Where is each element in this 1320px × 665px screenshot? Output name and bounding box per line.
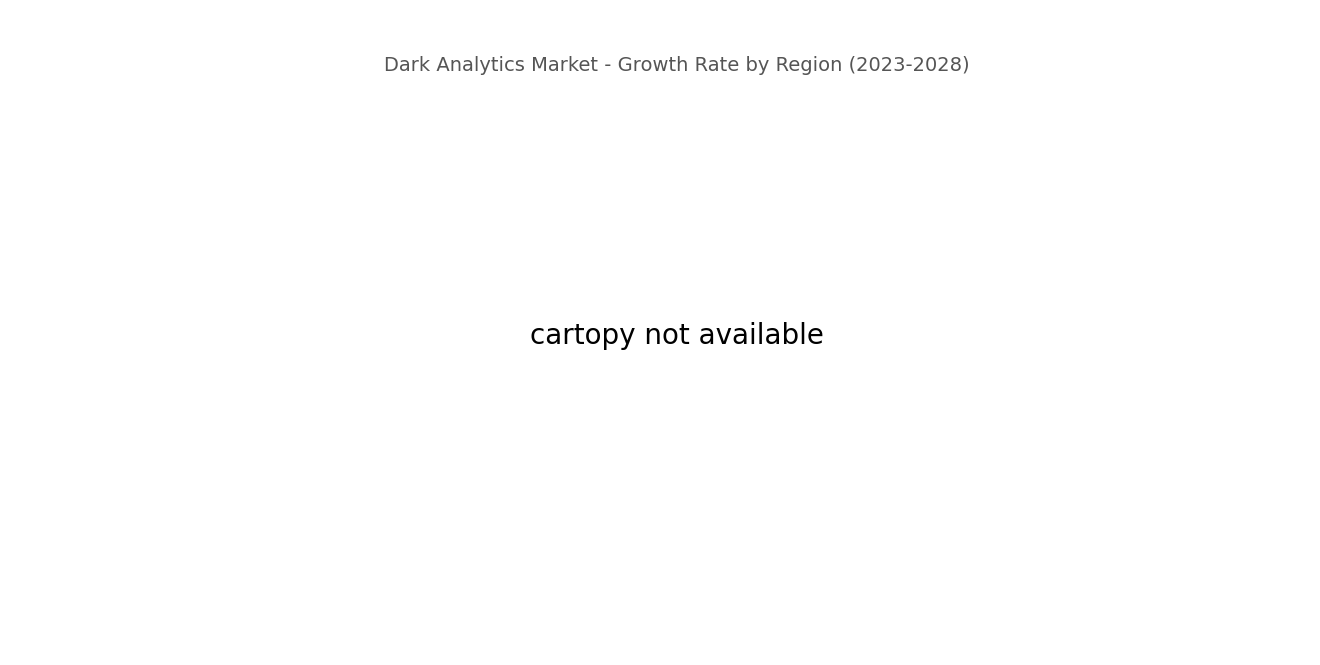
Title: Dark Analytics Market - Growth Rate by Region (2023-2028): Dark Analytics Market - Growth Rate by R… — [384, 57, 969, 75]
Text: cartopy not available: cartopy not available — [529, 322, 824, 350]
